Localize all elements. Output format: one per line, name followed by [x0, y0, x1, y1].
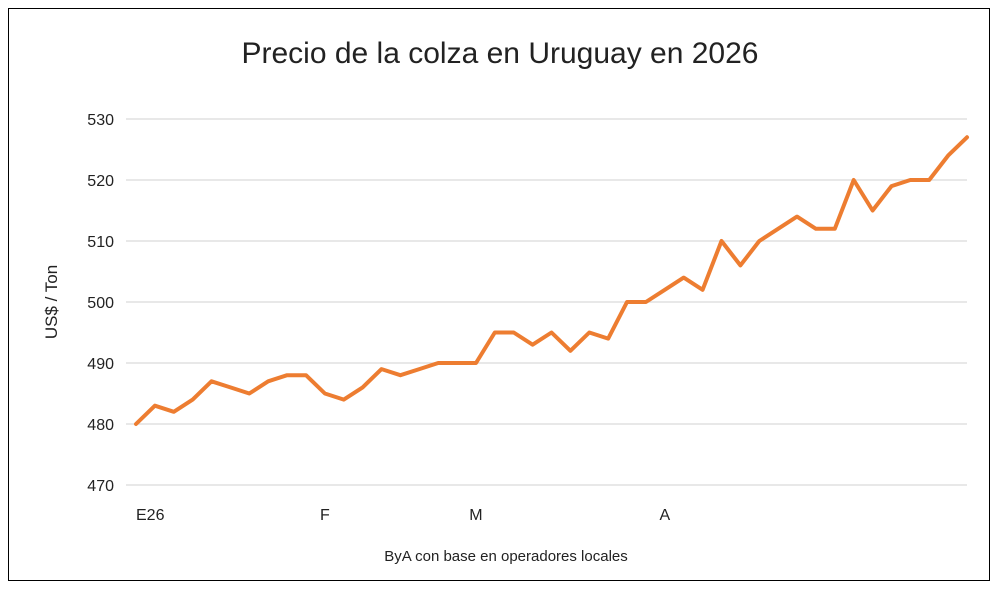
y-tick-label: 510: [87, 234, 114, 251]
x-tick-label: A: [659, 507, 670, 524]
y-axis-label: US$ / Ton: [42, 265, 61, 339]
x-tick-label: M: [469, 507, 482, 524]
y-tick-label: 520: [87, 173, 114, 190]
chart-frame: Precio de la colza en Uruguay en 2026 47…: [8, 8, 990, 581]
grid-lines: [126, 118, 967, 486]
y-tick-label: 530: [87, 112, 114, 129]
y-tick-label: 480: [87, 417, 114, 434]
series-group: [134, 135, 969, 426]
chart-svg: Precio de la colza en Uruguay en 2026 47…: [42, 37, 969, 565]
y-tick-label: 500: [87, 295, 114, 312]
x-tick-labels: E26 F M A: [136, 507, 670, 524]
y-tick-label: 470: [87, 478, 114, 495]
y-tick-label: 490: [87, 356, 114, 373]
chart-title: Precio de la colza en Uruguay en 2026: [241, 37, 758, 70]
y-tick-labels: 470 480 490 500 510 520 530: [87, 112, 114, 495]
x-axis-label: ByA con base en operadores locales: [384, 548, 628, 565]
x-tick-label: E26: [136, 507, 165, 524]
x-tick-label: F: [320, 507, 330, 524]
